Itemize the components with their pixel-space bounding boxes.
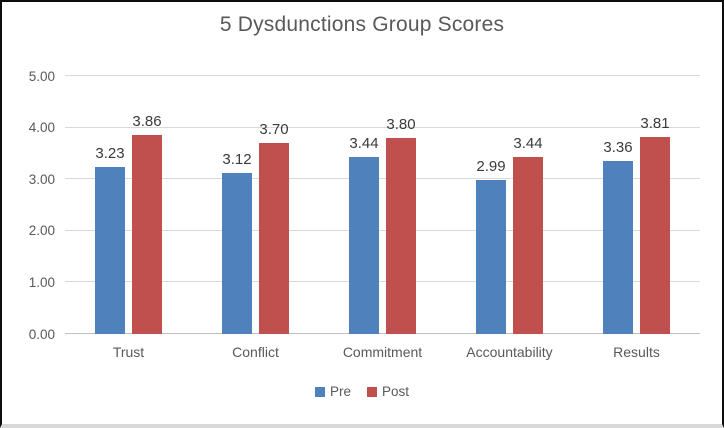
- bar-post: 3.80: [386, 117, 416, 334]
- bar-value-label: 3.81: [640, 115, 670, 133]
- bar-value-label: 3.44: [513, 134, 543, 152]
- x-axis-labels: Trust Conflict Commitment Accountability Res…: [65, 344, 700, 360]
- gridline: [65, 178, 700, 180]
- bar-value-label: 3.44: [349, 134, 379, 152]
- x-axis-label: Commitment: [342, 344, 423, 360]
- bar-group: 3.12 3.70: [192, 76, 319, 334]
- y-tick-label: 1.00: [28, 274, 55, 290]
- gridline: [65, 126, 700, 128]
- legend-item-pre: Pre: [314, 384, 351, 399]
- bar-value-label: 3.12: [222, 151, 252, 169]
- bar-group: 3.36 3.81: [573, 76, 700, 334]
- bar-post: 3.44: [513, 136, 543, 334]
- legend-item-post: Post: [367, 385, 409, 399]
- bar-value-label: 3.70: [259, 121, 289, 139]
- bar-post: 3.81: [640, 116, 670, 334]
- chart-title: 5 Dysdunctions Group Scores: [219, 13, 505, 36]
- bar-pre: 2.99: [476, 159, 506, 334]
- plot-area: 3.23 3.86 3.12 3.70 3.44 3.80 2.99 3.44 3.36 3.81: [65, 75, 700, 334]
- bar-groups: 3.23 3.86 3.12 3.70 3.44 3.80 2.99 3.44 3.36 3.81: [65, 76, 700, 334]
- bar-value-label: 3.36: [603, 138, 633, 156]
- y-tick-label: 5.00: [28, 68, 55, 84]
- x-axis-label: Trust: [112, 344, 145, 360]
- y-tick-label: 0.00: [28, 326, 55, 342]
- bar-post: 3.86: [132, 114, 162, 334]
- bar-group: 2.99 3.44: [446, 76, 573, 334]
- gridline: [65, 281, 700, 283]
- bar-pre: 3.44: [349, 136, 379, 334]
- x-axis-label: Conflict: [232, 344, 279, 360]
- bar-value-label: 3.23: [95, 145, 125, 163]
- bar-pre: 3.36: [603, 140, 633, 334]
- zero-axis-line: [65, 333, 700, 334]
- bar-pre: 3.23: [95, 146, 125, 334]
- legend-label: Pre: [329, 384, 351, 399]
- bar-post: 3.70: [259, 122, 289, 334]
- legend: Pre Post: [2, 385, 722, 399]
- y-tick-label: 4.00: [28, 119, 55, 135]
- bar-group: 3.44 3.80: [319, 76, 446, 334]
- y-tick-label: 2.00: [28, 223, 55, 239]
- bar-value-label: 2.99: [476, 157, 506, 175]
- bar-pre: 3.12: [222, 152, 252, 334]
- x-axis-label: Accountability: [466, 344, 553, 360]
- bar-value-label: 3.80: [386, 115, 416, 133]
- gridline: [65, 75, 700, 76]
- y-tick-label: 3.00: [28, 171, 55, 187]
- gridline: [65, 229, 700, 231]
- bar-group: 3.23 3.86: [65, 76, 192, 334]
- y-axis-labels: 0.00 1.00 2.00 3.00 4.00 5.00: [2, 69, 55, 340]
- legend-swatch: [367, 386, 377, 397]
- x-axis-label: Results: [613, 344, 660, 360]
- legend-swatch: [314, 386, 325, 397]
- legend-label: Post: [382, 384, 410, 399]
- bar-value-label: 3.86: [132, 112, 162, 130]
